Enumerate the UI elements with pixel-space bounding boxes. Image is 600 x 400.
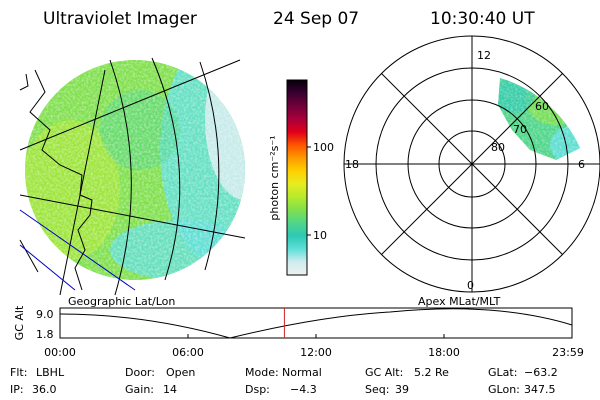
auroral-image xyxy=(25,60,245,280)
colorbar-tick-10: 10 xyxy=(313,229,327,242)
altitude-curve xyxy=(59,308,573,339)
mlat-label-60: 60 xyxy=(535,100,549,113)
time-tick-0600: 06:00 xyxy=(172,346,204,359)
geo-map-caption: Geographic Lat/Lon xyxy=(68,295,175,308)
mlt-label-18: 18 xyxy=(345,158,359,171)
mlt-label-6: 6 xyxy=(578,158,585,171)
info-gain-value: 14 xyxy=(163,383,177,396)
coastline xyxy=(19,69,93,291)
info-flt-label: Flt: xyxy=(10,366,27,379)
info-mode-label: Mode: xyxy=(245,366,279,379)
mlat-label-80: 80 xyxy=(491,141,505,154)
mlt-label-12: 12 xyxy=(477,49,491,62)
time-tick-0000: 00:00 xyxy=(44,346,76,359)
colorbar-tick-100: 100 xyxy=(313,141,334,154)
header-time: 10:30:40 UT xyxy=(430,9,535,29)
info-mode-value: Normal xyxy=(282,366,322,379)
blue-boundary xyxy=(19,209,136,291)
mlt-label-0: 0 xyxy=(467,279,474,292)
info-seq-label: Seq: xyxy=(365,383,389,396)
info-panel: Flt: LBHL Door: Open Mode: Normal GC Alt… xyxy=(10,366,558,396)
altitude-ymin: 1.8 xyxy=(36,328,54,341)
colorbar-gradient xyxy=(286,79,308,276)
polar-grid xyxy=(343,35,600,293)
info-flt-value: LBHL xyxy=(36,366,65,379)
colorbar-unit-label: photon cm⁻²s⁻¹ xyxy=(268,135,281,220)
info-gcalt-label: GC Alt: xyxy=(365,366,403,379)
info-door-value: Open xyxy=(166,366,195,379)
altitude-frame xyxy=(59,307,573,339)
info-glon-label: GLon: xyxy=(488,383,520,396)
info-glon-value: 347.5 xyxy=(524,383,556,396)
altitude-ylabel: GC Alt xyxy=(13,305,26,340)
info-glat-value: −63.2 xyxy=(524,366,558,379)
time-tick-1800: 18:00 xyxy=(428,346,460,359)
polar-plot: 12 18 6 0 60 70 80 xyxy=(343,35,600,293)
polar-auroral-patch xyxy=(498,78,580,160)
colorbar: 100 10 photon cm⁻²s⁻¹ xyxy=(268,79,334,276)
info-dsp-value: −4.3 xyxy=(290,383,317,396)
altitude-ymax: 9.0 xyxy=(36,308,54,321)
info-glat-label: GLat: xyxy=(488,366,517,379)
info-door-label: Door: xyxy=(125,366,155,379)
map-grid xyxy=(19,57,246,296)
time-tick-1200: 12:00 xyxy=(300,346,332,359)
geographic-map xyxy=(19,57,246,296)
mlat-label-70: 70 xyxy=(513,123,527,136)
info-ip-value: 36.0 xyxy=(32,383,57,396)
instrument-title: Ultraviolet Imager xyxy=(43,9,197,29)
altitude-strip: Geographic Lat/Lon Apex MLat/MLT GC Alt … xyxy=(13,295,584,359)
info-dsp-label: Dsp: xyxy=(245,383,270,396)
info-gcalt-value: 5.2 Re xyxy=(414,366,449,379)
polar-plot-caption: Apex MLat/MLT xyxy=(418,295,501,308)
info-gain-label: Gain: xyxy=(125,383,154,396)
info-ip-label: IP: xyxy=(10,383,24,396)
time-tick-2359: 23:59 xyxy=(552,346,584,359)
info-seq-value: 39 xyxy=(395,383,409,396)
header-date: 24 Sep 07 xyxy=(273,9,359,29)
